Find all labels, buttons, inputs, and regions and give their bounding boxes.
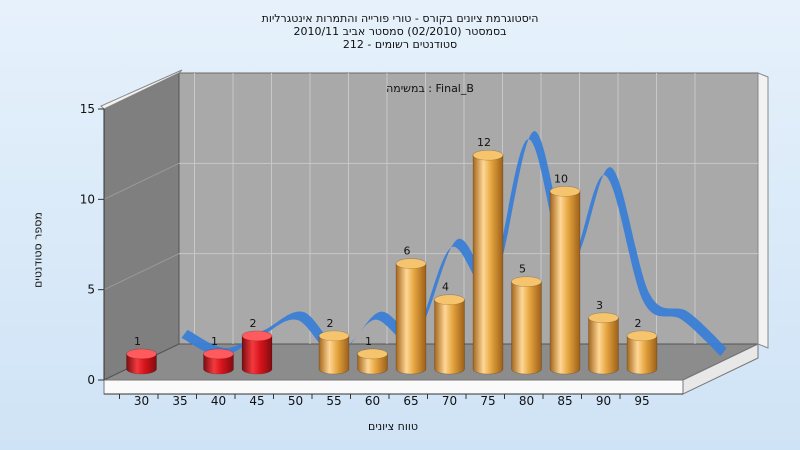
data-label-30: 1 <box>134 335 141 348</box>
x-tick-label: 70 <box>442 394 457 408</box>
y-axis-label: מספר סטודנטים <box>31 212 45 288</box>
side-wall-top-edge <box>100 69 183 110</box>
bar-top-85 <box>549 186 581 197</box>
chart-title-line-1: היסטוגרמת ציונים בקורס - טורי פורייה והת… <box>261 12 539 25</box>
bar-top-45 <box>241 330 273 342</box>
data-label-85: 10 <box>554 172 568 185</box>
bar-30 <box>126 353 157 375</box>
chart-title-line-3: סטודנטים רשומים - 212 <box>342 38 458 51</box>
x-tick-label: 30 <box>134 394 149 408</box>
bar-95 <box>626 335 658 375</box>
y-tick-label: 0 <box>87 373 95 387</box>
x-tick-label: 50 <box>288 394 303 408</box>
floor-front-edge <box>103 379 684 395</box>
x-tick-label: 45 <box>249 394 264 408</box>
gridline-y-side <box>103 253 180 291</box>
bar-40 <box>203 353 234 375</box>
data-label-90: 3 <box>596 299 603 312</box>
y-tick-label: 10 <box>80 192 95 206</box>
y-tick-label: 5 <box>87 283 95 297</box>
data-label-65: 6 <box>404 245 411 258</box>
data-label-95: 2 <box>635 317 642 330</box>
bar-top-95 <box>626 330 658 342</box>
x-tick-label: 85 <box>557 394 572 408</box>
bar-45 <box>241 335 273 375</box>
x-tick-label: 35 <box>172 394 187 408</box>
bar-top-70 <box>434 294 465 306</box>
x-tick-label: 75 <box>480 394 495 408</box>
trend-ribbon <box>181 131 727 356</box>
bar-top-55 <box>318 330 350 342</box>
x-tick-label: 65 <box>403 394 418 408</box>
bar-60 <box>357 353 388 375</box>
x-axis-label: טווח ציונים <box>368 420 418 433</box>
bar-top-75 <box>472 149 504 161</box>
data-label-55: 2 <box>327 317 334 330</box>
annotation-text: במשימה : Final_B <box>386 82 474 95</box>
bar-top-65 <box>395 258 427 269</box>
bar-55 <box>318 335 350 375</box>
x-tick-label: 60 <box>365 394 380 408</box>
gridline-y-side <box>103 162 180 200</box>
bar-top-40 <box>203 348 234 360</box>
data-label-60: 1 <box>365 335 372 348</box>
bar-top-90 <box>588 312 619 324</box>
x-tick-label: 95 <box>634 394 649 408</box>
data-label-80: 5 <box>519 263 526 276</box>
bar-top-80 <box>511 276 542 287</box>
data-label-70: 4 <box>442 281 449 294</box>
bar-top-60 <box>357 348 388 360</box>
back-wall <box>178 72 759 345</box>
y-tick-label: 15 <box>80 102 95 116</box>
bar-70 <box>434 299 465 375</box>
back-wall-right-edge <box>757 72 769 349</box>
data-label-75: 12 <box>477 136 491 149</box>
bar-65 <box>395 263 427 375</box>
data-label-40: 1 <box>211 335 218 348</box>
bar-85 <box>549 191 581 375</box>
x-tick-label: 55 <box>326 394 341 408</box>
bar-80 <box>511 281 542 375</box>
x-tick-label: 40 <box>211 394 226 408</box>
bar-top-30 <box>126 348 157 360</box>
data-label-45: 2 <box>250 317 257 330</box>
floor-right-edge <box>682 343 759 395</box>
x-tick-label: 80 <box>519 394 534 408</box>
chart-title-line-2: בסמסטר (02/2010) סמסטר אביב 2010/11 <box>293 25 507 38</box>
side-wall <box>103 72 180 381</box>
x-tick-label: 90 <box>596 394 611 408</box>
bar-90 <box>588 317 619 375</box>
bar-75 <box>472 154 504 375</box>
